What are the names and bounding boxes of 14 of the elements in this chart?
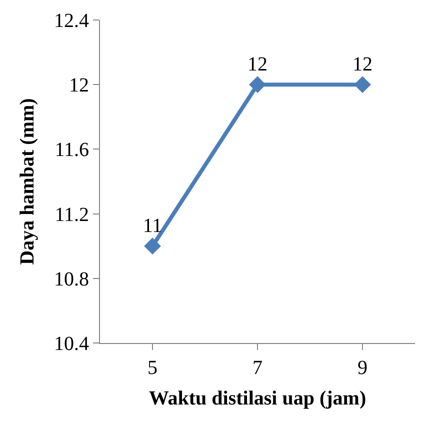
x-tick-label: 9 — [358, 357, 368, 379]
y-tick-label: 10.8 — [54, 268, 89, 290]
y-tick-label: 11.6 — [54, 139, 89, 162]
y-tick-label: 11.2 — [54, 204, 89, 226]
data-label: 12 — [248, 53, 268, 76]
y-tick-label: 10.4 — [54, 333, 89, 355]
x-tick-label: 5 — [148, 357, 158, 379]
y-tick-label: 12 — [69, 74, 89, 97]
data-label: 12 — [352, 53, 372, 76]
data-label: 11 — [142, 214, 162, 237]
x-tick-label: 7 — [252, 357, 262, 379]
y-tick-label: 12.4 — [54, 10, 89, 32]
y-axis-title: Daya hambat (mm) — [16, 98, 38, 265]
x-axis-title: Waktu distilasi uap (jam) — [148, 388, 366, 410]
